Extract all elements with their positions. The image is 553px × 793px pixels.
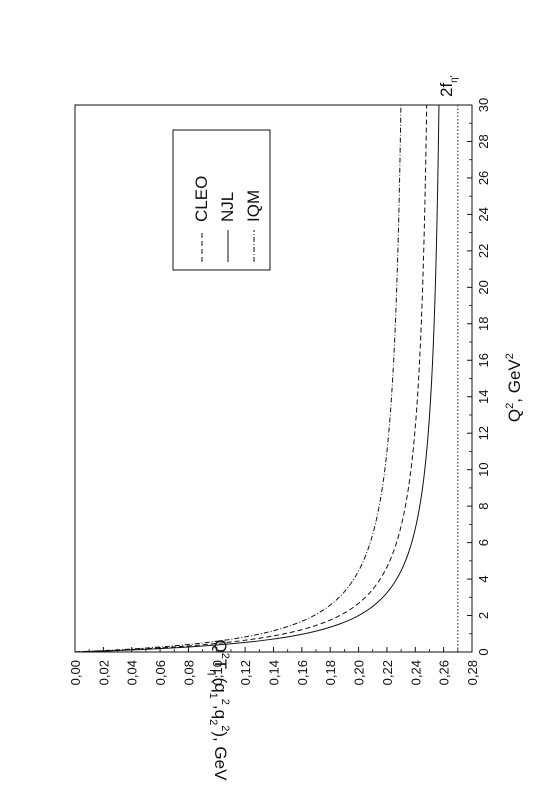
series-line-njl bbox=[74, 104, 440, 653]
x-tick-label: 4 bbox=[476, 575, 491, 582]
series-line-iqm bbox=[74, 104, 402, 653]
asymptote-label: 2fη' bbox=[437, 75, 460, 97]
y-tick-label: 0,10 bbox=[210, 660, 225, 685]
x-tick-label: 2 bbox=[476, 612, 491, 619]
x-tick-label: 20 bbox=[476, 280, 491, 294]
x-tick-label: 16 bbox=[476, 353, 491, 367]
y-tick-label: 0,02 bbox=[96, 660, 111, 685]
y-tick-label: 0,16 bbox=[295, 660, 310, 685]
x-tick-label: 24 bbox=[476, 207, 491, 221]
y-tick-label: 0,24 bbox=[408, 660, 423, 685]
series-lines bbox=[74, 104, 440, 653]
x-tick-label: 6 bbox=[476, 539, 491, 546]
y-tick-label: 0,08 bbox=[181, 660, 196, 685]
legend: CLEO NJL IQM bbox=[172, 129, 271, 271]
x-tick-label: 0 bbox=[476, 648, 491, 655]
y-tick-label: 0,22 bbox=[380, 660, 395, 685]
y-tick-label: 0,06 bbox=[153, 660, 168, 685]
x-tick-label: 18 bbox=[476, 317, 491, 331]
y-tick-label: 0,26 bbox=[437, 660, 452, 685]
x-tick-label: 8 bbox=[476, 503, 491, 510]
legend-label-njl: NJL bbox=[218, 192, 237, 222]
legend-box bbox=[172, 129, 271, 271]
x-tick-label: 26 bbox=[476, 171, 491, 185]
y-tick-label: 0,28 bbox=[465, 660, 480, 685]
y-tick-label: 0,04 bbox=[125, 660, 140, 685]
y-tick-label: 0,00 bbox=[68, 660, 83, 685]
y-tick-label: 0,18 bbox=[323, 660, 338, 685]
y-tick-label: 0,12 bbox=[238, 660, 253, 685]
x-axis-label: Q2, GeV2 bbox=[504, 353, 524, 422]
x-tick-label: 14 bbox=[476, 389, 491, 403]
x-tick-label: 12 bbox=[476, 426, 491, 440]
x-tick-label: 30 bbox=[476, 98, 491, 112]
legend-label-cleo: CLEO bbox=[192, 176, 211, 222]
y-tick-label: 0,14 bbox=[267, 660, 282, 685]
x-tick-label: 10 bbox=[476, 462, 491, 476]
plot-frame bbox=[74, 104, 473, 653]
y-axis: 0,00 0,02 0,04 0,06 0,08 0,10 0,12 0,14 0,16 0,18… bbox=[68, 647, 480, 685]
series-line-cleo bbox=[74, 104, 428, 653]
y-axis-label: Q2Tη'(q12,q22), GeV bbox=[207, 640, 231, 782]
legend-label-iqm: IQM bbox=[244, 190, 263, 222]
y-tick-label: 0,20 bbox=[352, 660, 367, 685]
x-tick-label: 22 bbox=[476, 244, 491, 258]
x-tick-label: 28 bbox=[476, 134, 491, 148]
